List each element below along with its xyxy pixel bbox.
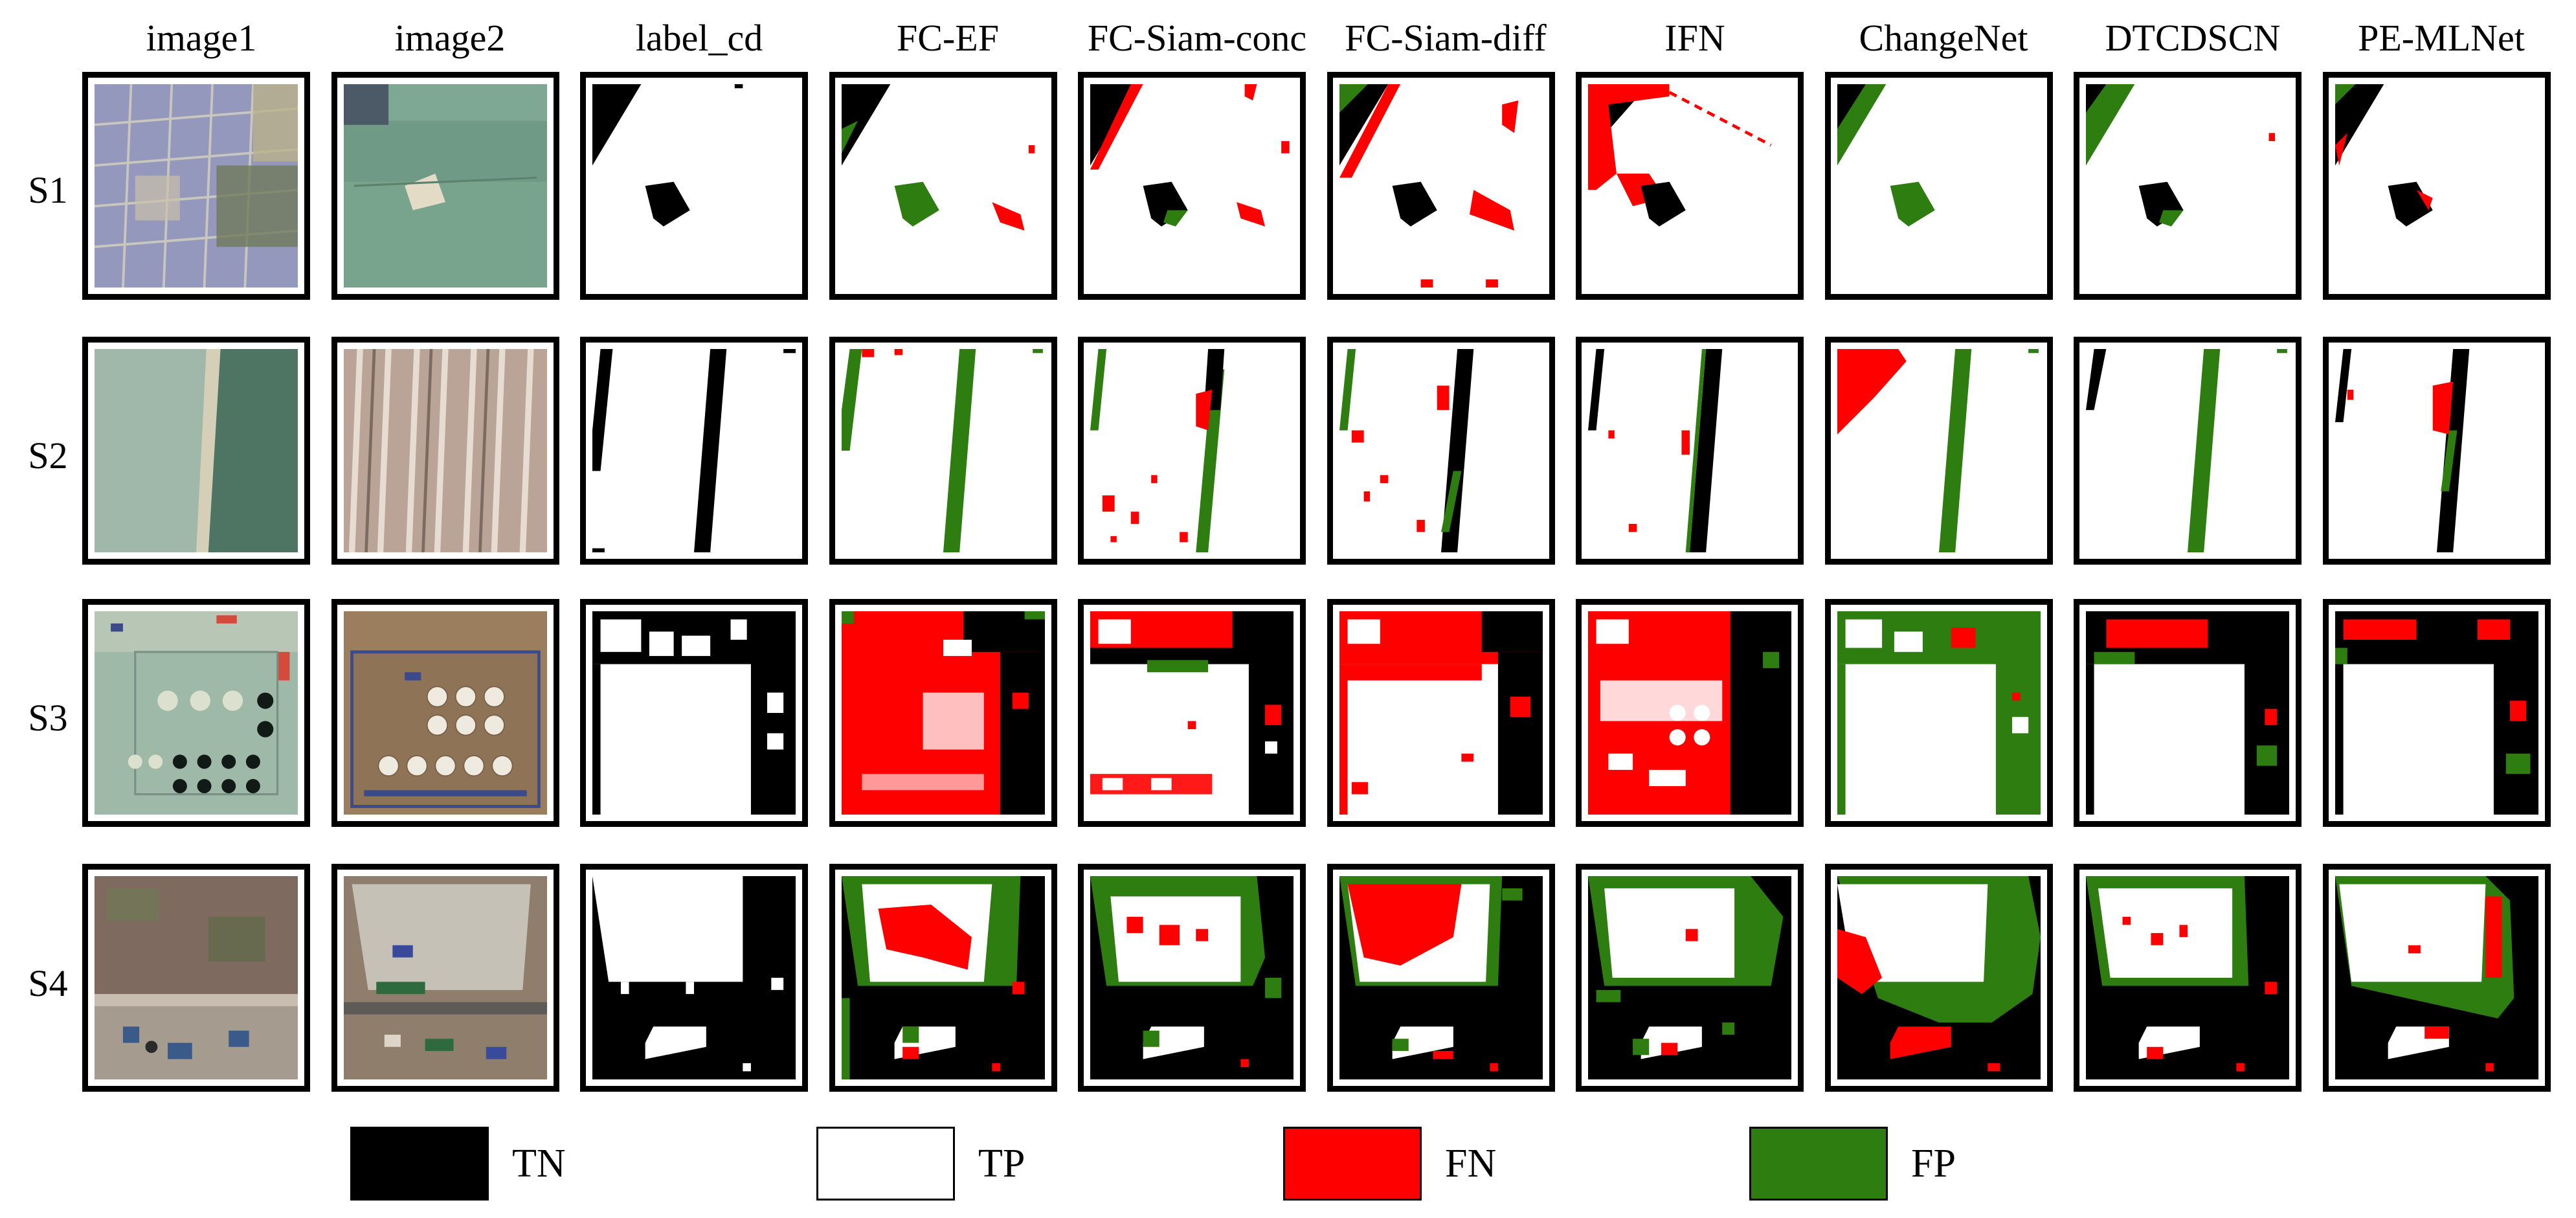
s2-dtcdscn-result	[2074, 337, 2302, 565]
s2-changenet-result	[1825, 337, 2053, 565]
s1-fc-siam-conc-result	[1078, 72, 1306, 300]
column-header-changenet: ChangeNet	[1859, 17, 2028, 59]
column-header-image1: image1	[146, 17, 257, 59]
s2-fc-siam-diff-result	[1327, 337, 1555, 565]
s4-changenet-result	[1825, 864, 2053, 1092]
legend-swatch-tp	[816, 1127, 955, 1201]
s1-label-cd-mask	[580, 72, 808, 300]
s3-fc-siam-conc-result	[1078, 599, 1306, 827]
s1-dtcdscn-result	[2074, 72, 2302, 300]
s3-image2-photo	[331, 599, 559, 827]
s1-ifn-result	[1576, 72, 1804, 300]
column-header-pe-mlnet: PE-MLNet	[2358, 17, 2525, 59]
s4-label-cd-mask	[580, 864, 808, 1092]
s4-dtcdscn-result	[2074, 864, 2302, 1092]
s2-label-cd-mask	[580, 337, 808, 565]
s1-image2-photo	[331, 72, 559, 300]
s3-changenet-result	[1825, 599, 2053, 827]
s3-fc-siam-diff-result	[1327, 599, 1555, 827]
s1-pe-mlnet-result	[2323, 72, 2551, 300]
s2-fc-ef-result	[829, 337, 1057, 565]
s1-changenet-result	[1825, 72, 2053, 300]
legend-label-fp: FP	[1911, 1142, 1956, 1186]
s3-dtcdscn-result	[2074, 599, 2302, 827]
s1-image1-photo	[82, 72, 310, 300]
s3-label-cd-mask	[580, 599, 808, 827]
s4-fc-ef-result	[829, 864, 1057, 1092]
s1-fc-ef-result	[829, 72, 1057, 300]
s4-ifn-result	[1576, 864, 1804, 1092]
legend-swatch-fp	[1749, 1127, 1888, 1201]
s2-pe-mlnet-result	[2323, 337, 2551, 565]
column-header-ifn: IFN	[1664, 17, 1725, 59]
s2-image1-photo	[82, 337, 310, 565]
column-header-image2: image2	[394, 17, 506, 59]
legend-label-fn: FN	[1445, 1142, 1497, 1186]
s3-ifn-result	[1576, 599, 1804, 827]
s2-ifn-result	[1576, 337, 1804, 565]
row-label-s1: S1	[28, 169, 68, 211]
s4-pe-mlnet-result	[2323, 864, 2551, 1092]
row-label-s2: S2	[28, 434, 68, 477]
row-label-s4: S4	[28, 962, 68, 1004]
s3-image1-photo	[82, 599, 310, 827]
column-header-label-cd: label_cd	[635, 17, 763, 59]
s2-image2-photo	[331, 337, 559, 565]
column-header-fc-siam-diff: FC-Siam-diff	[1345, 17, 1547, 59]
s3-pe-mlnet-result	[2323, 599, 2551, 827]
row-label-s3: S3	[28, 697, 68, 739]
column-header-fc-ef: FC-EF	[897, 17, 999, 59]
legend-label-tn: TN	[512, 1142, 566, 1186]
legend-swatch-fn	[1283, 1127, 1422, 1201]
s4-fc-siam-diff-result	[1327, 864, 1555, 1092]
legend-label-tp: TP	[978, 1142, 1025, 1186]
column-header-fc-siam-conc: FC-Siam-conc	[1087, 17, 1307, 59]
s4-image1-photo	[82, 864, 310, 1092]
s3-fc-ef-result	[829, 599, 1057, 827]
s2-fc-siam-conc-result	[1078, 337, 1306, 565]
s1-fc-siam-diff-result	[1327, 72, 1555, 300]
legend-swatch-tn	[350, 1127, 489, 1201]
s4-image2-photo	[331, 864, 559, 1092]
column-header-dtcdscn: DTCDSCN	[2105, 17, 2281, 59]
s4-fc-siam-conc-result	[1078, 864, 1306, 1092]
